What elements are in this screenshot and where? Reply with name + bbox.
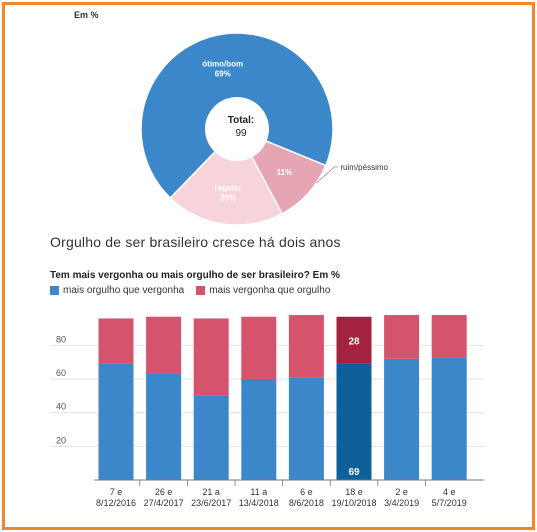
bar-orgulho [288,377,324,480]
legend-item-vergonha: mais vergonha que orgulho [196,285,330,296]
bar-orgulho [431,357,467,480]
bar-vergonha [98,318,134,364]
bar-orgulho [98,363,134,480]
y-tick-label: 80 [56,334,66,344]
bar-vergonha [241,316,277,380]
pie-leader-line [316,166,339,184]
bar-vergonha [431,315,467,358]
pie-center-hole [205,97,269,161]
x-tick-label: 11 a [250,487,267,497]
pie-center-value: 99 [235,128,247,139]
bar-vergonha [193,318,229,396]
legend-item-orgulho: mais orgulho que vergonha [50,285,184,296]
bar-orgulho [336,363,372,480]
bar-chart-title: Orgulho de ser brasileiro cresce há dois… [50,234,341,250]
pie-center-label: Total: [228,115,254,126]
pie-value-ruim-pessimo: 11% [277,168,293,177]
x-tick-label: 7 e [110,487,123,497]
pie-unit-label: Em % [74,10,99,20]
y-tick-label: 20 [56,435,66,445]
bar-vergonha [288,315,324,378]
pie-label-otimo-bom: ótimo/bom [202,59,243,68]
bar-orgulho [193,395,229,480]
legend-swatch-vergonha [196,286,206,295]
y-tick-label: 40 [56,402,66,412]
x-tick-label: 19/10/2018 [331,498,376,508]
bar-vergonha [146,316,182,374]
legend: mais orgulho que vergonha mais vergonha … [50,285,330,296]
x-tick-label: 18 e [345,487,363,497]
bar-orgulho [384,358,420,480]
legend-label-orgulho: mais orgulho que vergonha [63,285,185,296]
x-tick-label: 4 e [443,487,456,497]
x-tick-label: 8/12/2016 [96,498,136,508]
bar-chart-subtitle: Tem mais vergonha ou mais orgulho de ser… [50,270,340,281]
x-tick-label: 26 e [155,487,173,497]
x-tick-label: 21 a [202,487,220,497]
x-tick-label: 23/6/2017 [191,498,231,508]
pie-label-ruim-pessimo: ruim/péssimo [340,163,388,172]
x-tick-label: 8/6/2018 [289,498,324,508]
legend-swatch-orgulho [50,286,59,295]
x-tick-label: 13/4/2018 [239,498,279,508]
x-tick-label: 6 e [300,487,313,497]
x-tick-label: 5/7/2019 [432,498,467,508]
y-tick-label: 60 [56,368,66,378]
bar-orgulho [146,373,182,480]
pie-value-regular: 20% [220,193,236,202]
bar-vergonha [336,316,372,364]
bar-vergonha [384,315,420,359]
x-tick-label: 2 e [395,487,408,497]
data-label-orgulho: 69 [348,467,360,478]
x-tick-label: 27/4/2017 [144,498,184,508]
pie-value-otimo-bom: 69% [215,69,231,78]
x-tick-label: 3/4/2019 [384,498,419,508]
data-label-vergonha: 28 [348,336,360,347]
pie-label-regular: regular [215,183,242,192]
legend-label-vergonha: mais vergonha que orgulho [209,285,331,296]
bar-orgulho [241,379,277,480]
pie-slice-regular [169,127,284,226]
